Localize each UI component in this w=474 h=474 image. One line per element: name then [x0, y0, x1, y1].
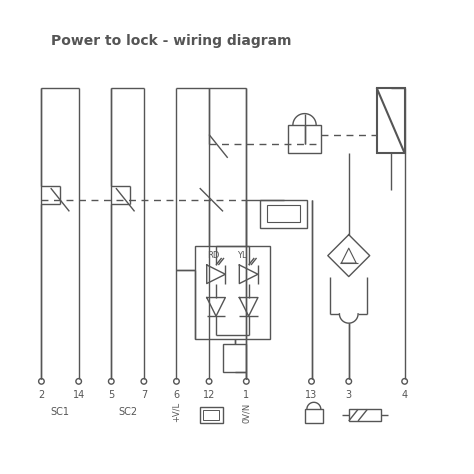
Text: SC2: SC2: [118, 407, 137, 417]
Bar: [377, 88, 405, 153]
Text: 0V/N: 0V/N: [242, 402, 251, 422]
Text: 1: 1: [243, 390, 249, 400]
Text: 13: 13: [305, 390, 318, 400]
Text: RD: RD: [207, 251, 219, 260]
Bar: [195, 246, 270, 339]
Bar: [200, 407, 223, 423]
Text: +V/L: +V/L: [172, 402, 181, 422]
Bar: [288, 125, 321, 153]
Text: 7: 7: [141, 390, 147, 400]
Text: 2: 2: [38, 390, 45, 400]
Bar: [203, 410, 219, 420]
Bar: [223, 344, 246, 372]
Text: 5: 5: [108, 390, 114, 400]
Bar: [267, 205, 300, 222]
Bar: [260, 200, 307, 228]
Text: 4: 4: [401, 390, 408, 400]
Text: 6: 6: [173, 390, 180, 400]
Text: Power to lock - wiring diagram: Power to lock - wiring diagram: [51, 35, 291, 48]
Text: 12: 12: [203, 390, 215, 400]
Text: 3: 3: [346, 390, 352, 400]
Text: SC1: SC1: [51, 407, 70, 417]
Bar: [304, 409, 323, 423]
Text: 14: 14: [73, 390, 85, 400]
Bar: [349, 409, 382, 421]
Text: YL: YL: [237, 251, 246, 260]
